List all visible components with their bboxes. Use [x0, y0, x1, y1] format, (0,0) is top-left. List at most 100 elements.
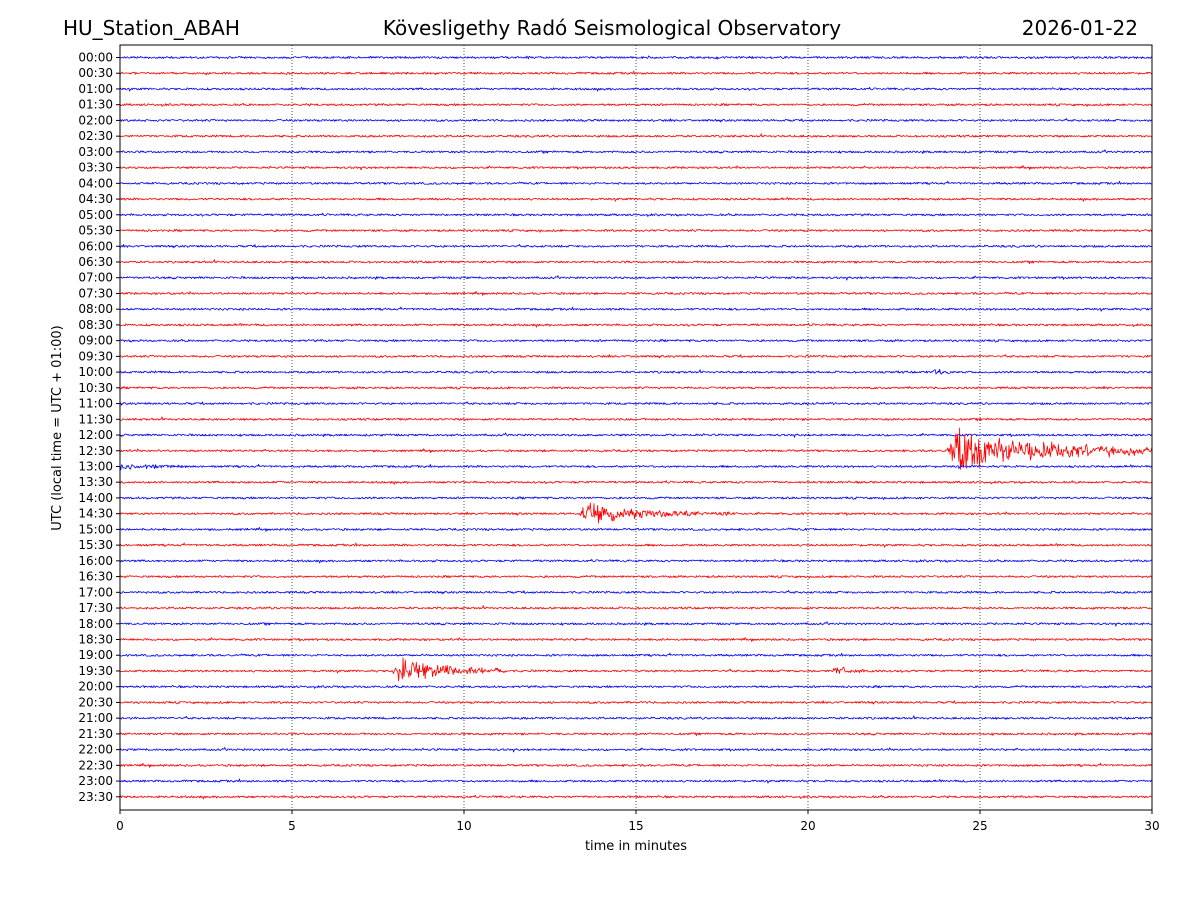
y-tick-label-14: 07:00	[78, 271, 113, 285]
trace-1630	[119, 575, 1153, 579]
trace-1800	[119, 621, 1153, 627]
trace-2200	[119, 747, 1153, 753]
trace-0830	[119, 322, 1153, 328]
y-tick-label-9: 04:30	[78, 192, 113, 206]
traces	[119, 55, 1153, 800]
y-tick-label-27: 13:30	[78, 475, 113, 489]
y-tick-label-39: 19:30	[78, 664, 113, 678]
x-axis-label: time in minutes	[585, 839, 687, 854]
y-tick-label-22: 11:00	[78, 397, 113, 411]
trace-1530	[119, 542, 1153, 548]
y-tick-label-18: 09:00	[78, 334, 113, 348]
y-tick-label-16: 08:00	[78, 302, 113, 316]
y-tick-label-43: 21:30	[78, 727, 113, 741]
y-tick-label-8: 04:00	[78, 176, 113, 190]
y-tick-label-25: 12:30	[78, 444, 113, 458]
y-tick-label-31: 15:30	[78, 538, 113, 552]
trace-0130	[119, 102, 1153, 107]
y-tick-label-41: 20:30	[78, 695, 113, 709]
y-tick-label-13: 06:30	[78, 255, 113, 269]
y-tick-label-4: 02:00	[78, 113, 113, 127]
x-tick-label-0: 0	[116, 819, 124, 833]
trace-2300	[119, 778, 1153, 784]
y-tick-label-32: 16:00	[78, 554, 113, 568]
y-tick-label-1: 00:30	[78, 66, 113, 80]
grid-lines	[291, 45, 981, 810]
y-tick-label-30: 15:00	[78, 522, 113, 536]
trace-1000	[119, 368, 1153, 375]
y-tick-label-35: 17:30	[78, 601, 113, 615]
trace-0300	[119, 149, 1153, 154]
chart-date: 2026-01-22	[1022, 16, 1138, 40]
trace-0330	[119, 165, 1153, 171]
y-tick-label-21: 10:30	[78, 381, 113, 395]
y-tick-label-7: 03:30	[78, 161, 113, 175]
trace-0200	[119, 118, 1153, 123]
trace-2130	[119, 732, 1153, 736]
trace-0530	[119, 228, 1153, 233]
x-tick-label-3: 15	[628, 819, 643, 833]
y-tick-label-20: 10:00	[78, 365, 113, 379]
y-tick-label-42: 21:00	[78, 711, 113, 725]
trace-1400	[119, 496, 1153, 501]
trace-1300	[119, 463, 1153, 471]
y-tick-label-19: 09:30	[78, 349, 113, 363]
trace-2230	[119, 762, 1153, 768]
y-tick-label-3: 01:30	[78, 98, 113, 112]
trace-2330	[119, 794, 1153, 800]
trace-0800	[119, 306, 1153, 312]
y-tick-label-5: 02:30	[78, 129, 113, 143]
trace-1100	[119, 401, 1153, 406]
trace-0500	[119, 212, 1153, 217]
y-tick-label-10: 05:00	[78, 208, 113, 222]
x-tick-label-5: 25	[972, 819, 987, 833]
trace-1130	[119, 416, 1153, 422]
y-tick-label-37: 18:30	[78, 633, 113, 647]
y-tick-label-34: 17:00	[78, 585, 113, 599]
x-axis: 0 5 10 15 20 25 30	[116, 810, 1160, 833]
trace-0100	[119, 86, 1153, 92]
x-tick-label-6: 30	[1144, 819, 1159, 833]
trace-0400	[119, 180, 1153, 185]
y-tick-label-11: 05:30	[78, 224, 113, 238]
y-tick-label-0: 00:00	[78, 51, 113, 65]
y-tick-label-15: 07:30	[78, 286, 113, 300]
y-tick-label-40: 20:00	[78, 680, 113, 694]
y-tick-label-38: 19:00	[78, 648, 113, 662]
station-name: HU_Station_ABAH	[63, 16, 240, 40]
y-tick-label-23: 11:30	[78, 412, 113, 426]
y-tick-label-36: 18:00	[78, 617, 113, 631]
observatory-title: Kövesligethy Radó Seismological Observat…	[383, 16, 841, 40]
trace-2000	[119, 684, 1153, 689]
y-tick-label-24: 12:00	[78, 428, 113, 442]
trace-0630	[119, 259, 1153, 265]
y-tick-label-44: 22:00	[78, 743, 113, 757]
trace-1900	[119, 652, 1153, 657]
trace-1700	[119, 590, 1153, 595]
y-tick-label-46: 23:00	[78, 774, 113, 788]
y-tick-label-26: 13:00	[78, 459, 113, 473]
trace-0000	[119, 55, 1153, 60]
trace-1600	[119, 558, 1153, 564]
y-tick-label-12: 06:00	[78, 239, 113, 253]
trace-0030	[119, 70, 1153, 76]
y-tick-label-45: 22:30	[78, 758, 113, 772]
x-tick-label-2: 10	[456, 819, 471, 833]
trace-1430	[119, 502, 1153, 524]
trace-1200	[119, 432, 1153, 438]
trace-1830	[119, 637, 1153, 642]
trace-0430	[119, 196, 1153, 202]
trace-1500	[119, 526, 1153, 532]
trace-2100	[119, 715, 1153, 720]
x-tick-label-1: 5	[288, 819, 296, 833]
y-tick-label-47: 23:30	[78, 790, 113, 804]
trace-1730	[119, 605, 1153, 610]
trace-0730	[119, 291, 1153, 296]
trace-1030	[119, 385, 1153, 390]
trace-0900	[119, 338, 1153, 343]
y-tick-label-33: 16:30	[78, 570, 113, 584]
y-axis-label: UTC (local time = UTC + 01:00)	[50, 325, 65, 530]
trace-2030	[119, 700, 1153, 705]
